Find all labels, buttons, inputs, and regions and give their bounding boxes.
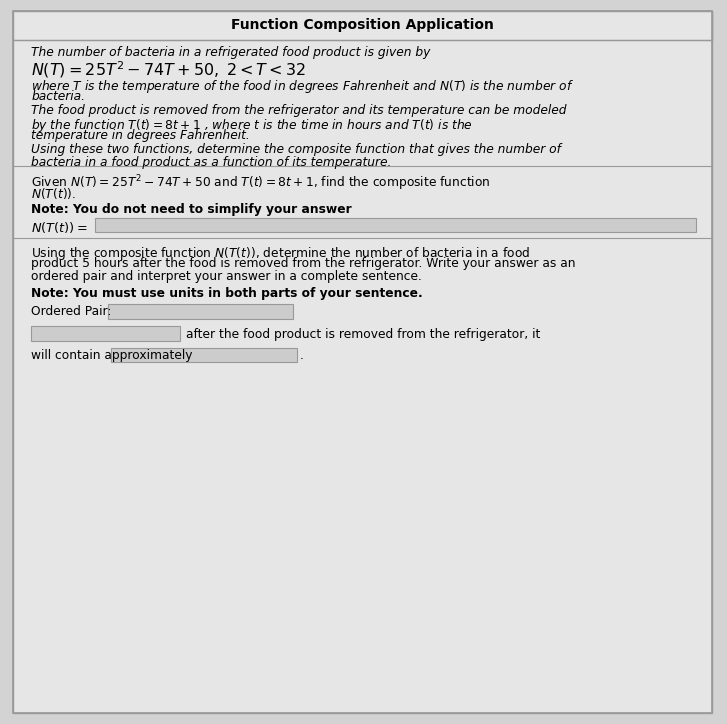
Text: $N(T) = 25T^2 - 74T + 50, \; 2 < T < 32$: $N(T) = 25T^2 - 74T + 50, \; 2 < T < 32$ <box>31 59 306 80</box>
Text: Note: You do not need to simplify your answer: Note: You do not need to simplify your a… <box>31 203 352 216</box>
Text: bacteria in a food product as a function of its temperature.: bacteria in a food product as a function… <box>31 156 392 169</box>
Text: after the food product is removed from the refrigerator, it: after the food product is removed from t… <box>186 328 540 341</box>
Text: where $T$ is the temperature of the food in degrees Fahrenheit and $N(T)$ is the: where $T$ is the temperature of the food… <box>31 77 574 95</box>
FancyBboxPatch shape <box>13 11 712 713</box>
Text: Function Composition Application: Function Composition Application <box>231 18 494 33</box>
Text: $N(T(t))$.: $N(T(t))$. <box>31 186 76 201</box>
Text: Using these two functions, determine the composite function that gives the numbe: Using these two functions, determine the… <box>31 143 561 156</box>
Text: temperature in degrees Fahrenheit.: temperature in degrees Fahrenheit. <box>31 129 250 142</box>
FancyBboxPatch shape <box>95 218 696 232</box>
Text: The food product is removed from the refrigerator and its temperature can be mod: The food product is removed from the ref… <box>31 104 567 117</box>
Text: by the function $T(t) = 8t + 1$ , where $t$ is the time in hours and $T(t)$ is t: by the function $T(t) = 8t + 1$ , where … <box>31 117 473 134</box>
Text: .: . <box>300 349 303 362</box>
Text: Note: You must use units in both parts of your sentence.: Note: You must use units in both parts o… <box>31 287 423 300</box>
Text: $N(T(t)) =$: $N(T(t)) =$ <box>31 219 88 235</box>
Text: bacteria.: bacteria. <box>31 90 85 103</box>
Text: will contain approximately: will contain approximately <box>31 349 193 362</box>
FancyBboxPatch shape <box>31 327 180 341</box>
FancyBboxPatch shape <box>13 11 712 40</box>
Text: product 5 hours after the food is removed from the refrigerator. Write your answ: product 5 hours after the food is remove… <box>31 258 576 270</box>
FancyBboxPatch shape <box>108 304 293 319</box>
Text: ordered pair and interpret your answer in a complete sentence.: ordered pair and interpret your answer i… <box>31 270 422 283</box>
Text: Ordered Pair:: Ordered Pair: <box>31 305 112 318</box>
Text: The number of bacteria in a refrigerated food product is given by: The number of bacteria in a refrigerated… <box>31 46 430 59</box>
FancyBboxPatch shape <box>111 348 297 362</box>
Text: Using the composite function $N(T(t))$, determine the number of bacteria in a fo: Using the composite function $N(T(t))$, … <box>31 245 531 262</box>
Text: Given $N(T) = 25T^2 - 74T + 50$ and $T(t) = 8t + 1$, find the composite function: Given $N(T) = 25T^2 - 74T + 50$ and $T(t… <box>31 173 491 193</box>
